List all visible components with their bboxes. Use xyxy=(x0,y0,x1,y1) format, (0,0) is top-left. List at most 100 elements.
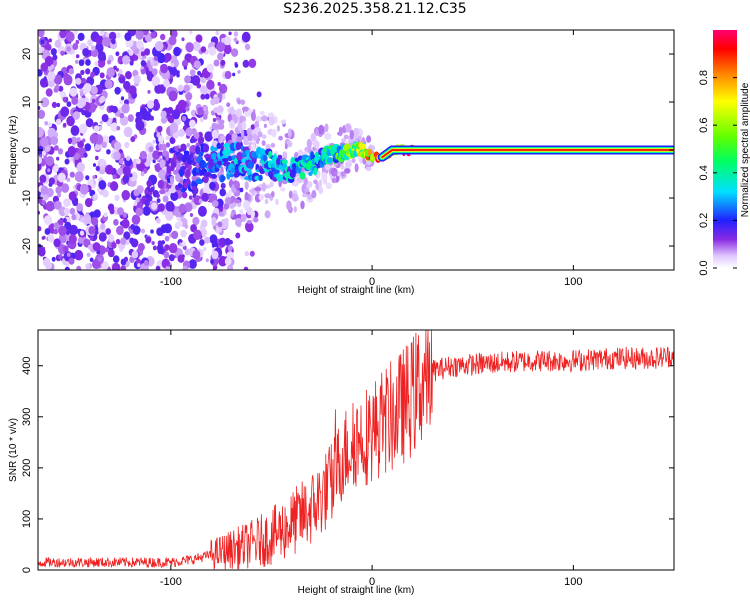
spectrogram-cell xyxy=(199,239,205,246)
spectrogram-cell xyxy=(189,213,194,217)
spectrogram-cell xyxy=(97,51,106,62)
y-tick-label: 10 xyxy=(21,96,33,108)
colorbar-tick-label: 0.6 xyxy=(698,118,710,133)
spectrogram-cell xyxy=(47,127,57,138)
spectrogram-cell xyxy=(231,48,239,57)
spectrogram-cell xyxy=(276,125,280,132)
spectrogram-cell xyxy=(38,47,42,52)
spectrogram-cell xyxy=(54,39,62,48)
spectrogram-cell xyxy=(232,72,236,77)
spectrogram-cell xyxy=(241,121,247,130)
spectrogram-cell xyxy=(43,155,48,161)
spectrogram-cell xyxy=(106,149,111,155)
spectrogram-cell xyxy=(78,97,87,108)
spectrogram-cell xyxy=(101,261,109,270)
spectrogram-cell xyxy=(247,160,255,169)
spectrogram-cell xyxy=(204,93,210,100)
spectrogram-cell xyxy=(248,58,257,68)
spectrogram-cell xyxy=(105,32,110,38)
spectrogram-cell xyxy=(324,164,330,171)
spectrogram-cell xyxy=(225,197,231,205)
spectrogram-cell xyxy=(85,263,91,270)
spectrogram-cell xyxy=(151,75,160,86)
spectrogram-cell xyxy=(120,96,125,101)
spectrogram-cell xyxy=(168,35,177,46)
ridge-band-core xyxy=(381,149,674,159)
spectrogram-cell xyxy=(150,186,155,192)
spectrogram-cell xyxy=(55,84,60,90)
spectrogram-cell xyxy=(165,135,170,141)
spectrogram-cell xyxy=(246,127,253,136)
spectrogram-cell xyxy=(71,96,79,105)
spectrogram-cell xyxy=(209,181,216,190)
spectrogram-cell xyxy=(86,252,91,257)
spectrogram-cell xyxy=(44,82,49,88)
spectrogram-cell xyxy=(343,134,349,140)
spectrogram-cell xyxy=(234,63,239,68)
spectrogram-cell xyxy=(53,74,63,85)
spectrogram-cell xyxy=(324,132,332,140)
spectrogram-cell xyxy=(95,35,104,45)
spectrogram-cell xyxy=(105,228,111,235)
spectrogram-cell xyxy=(103,212,108,218)
spectrogram-cell xyxy=(226,148,231,157)
spectrogram-cell xyxy=(102,189,109,198)
spectrogram-cell xyxy=(244,43,251,51)
spectrogram-cell xyxy=(144,48,151,56)
spectrogram-cell xyxy=(157,203,165,212)
spectrogram-cell xyxy=(150,30,154,33)
spectrogram-cell xyxy=(40,97,50,108)
spectrogram-cell xyxy=(341,138,347,143)
spectrogram-cell xyxy=(160,224,168,234)
spectrogram-cell xyxy=(65,31,75,43)
spectrogram-cell xyxy=(98,125,103,130)
spectrogram-cell xyxy=(293,206,297,213)
spectrogram-cell xyxy=(179,179,184,185)
spectrogram-cell xyxy=(168,66,178,77)
spectrogram-cell xyxy=(117,207,124,216)
spectrogram-cell xyxy=(150,31,157,39)
spectrogram-cell xyxy=(52,165,59,173)
spectrogram-cell xyxy=(302,193,308,198)
spectrogram-cell xyxy=(217,221,223,228)
spectrogram-cell xyxy=(184,75,192,84)
spectrogram-cell xyxy=(240,129,245,139)
spectrogram-cell xyxy=(59,30,67,39)
spectrogram-cell xyxy=(169,74,174,79)
spectrogram-cell xyxy=(56,102,61,108)
spectrogram-cell xyxy=(152,139,156,144)
spectrogram-cell xyxy=(249,188,255,194)
spectrogram-cell xyxy=(261,140,266,146)
spectrogram-cell xyxy=(279,175,284,181)
spectrogram-cell xyxy=(169,122,179,133)
spectrogram-cell xyxy=(191,75,201,86)
spectrogram-cell xyxy=(105,164,114,175)
spectrogram-cell xyxy=(261,115,268,122)
spectrogram-cell xyxy=(54,200,62,210)
spectrogram-cell xyxy=(68,257,75,265)
spectrogram-cell xyxy=(195,145,201,155)
spectrogram-cell xyxy=(340,171,346,177)
spectrogram-cell xyxy=(140,107,147,116)
spectrogram-cell xyxy=(79,123,88,134)
snr-line xyxy=(38,330,674,570)
spectrogram-cell xyxy=(169,136,176,145)
spectrogram-cell xyxy=(155,265,161,270)
spectrogram-cell xyxy=(58,254,63,260)
spectrogram-cell xyxy=(168,254,175,262)
spectrogram-cell xyxy=(60,106,70,117)
spectrogram-cell xyxy=(193,60,201,69)
spectrogram-cell xyxy=(72,111,81,120)
spectrogram-cell xyxy=(324,123,329,133)
spectrogram-cell xyxy=(256,91,262,98)
spectrogram-cell xyxy=(217,52,224,61)
spectrogram-cell xyxy=(47,234,55,243)
spectrogram-cell xyxy=(333,170,338,176)
spectrogram-cell xyxy=(277,154,283,160)
spectrogram-cell xyxy=(77,236,84,244)
spectrogram-cell xyxy=(72,199,79,207)
spectrogram-cell xyxy=(95,165,101,172)
spectrogram-cell xyxy=(325,182,332,190)
